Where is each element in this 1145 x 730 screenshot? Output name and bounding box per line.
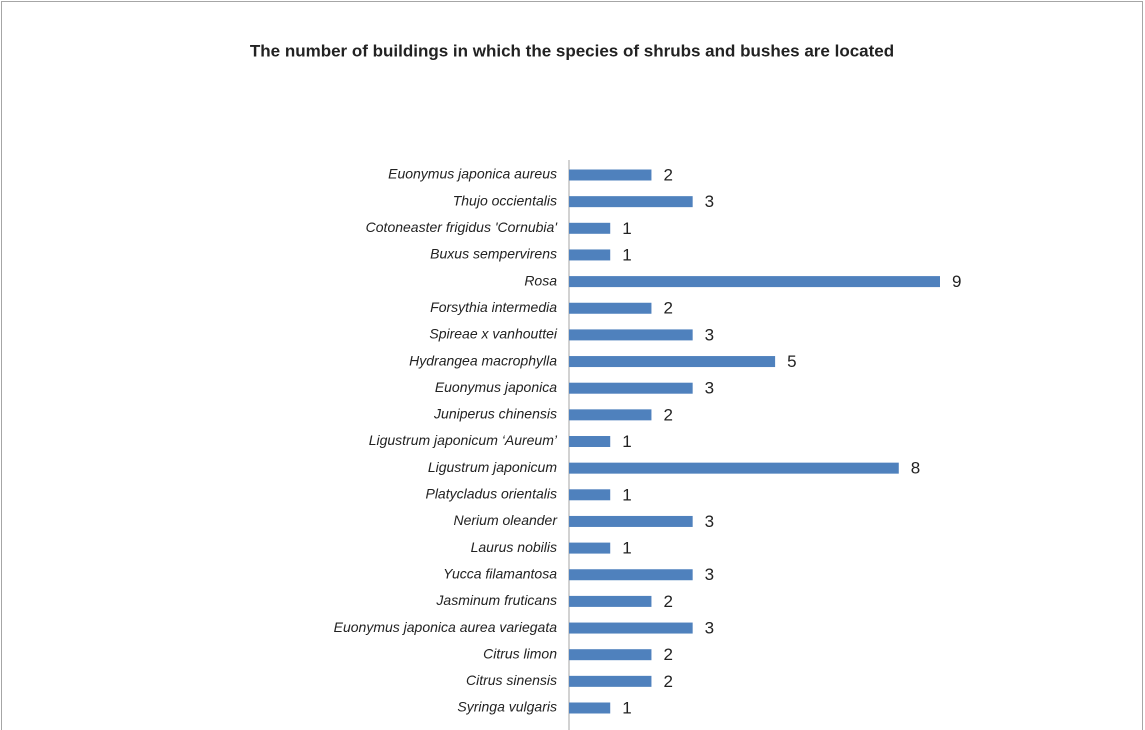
bar <box>569 329 693 341</box>
data-label: 5 <box>787 352 796 371</box>
data-label: 3 <box>705 379 714 398</box>
data-label: 9 <box>952 272 961 291</box>
bar <box>569 356 776 368</box>
y-tick-label: Platycladus orientalis <box>425 486 557 502</box>
y-tick-label: Euonymus japonica aureus <box>388 166 557 182</box>
bar <box>569 276 940 288</box>
data-label: 3 <box>705 192 714 211</box>
chart-title: The number of buildings in which the spe… <box>250 41 894 60</box>
bar <box>569 409 652 421</box>
data-label: 2 <box>663 299 672 318</box>
data-label: 1 <box>622 432 631 451</box>
y-tick-label: Spireae x vanhouttei <box>429 326 558 342</box>
data-label: 1 <box>622 219 631 238</box>
y-tick-label: Euonymus japonica <box>435 379 557 395</box>
bar <box>569 169 652 181</box>
data-label: 8 <box>911 459 920 478</box>
bar <box>569 382 693 394</box>
data-label: 3 <box>705 325 714 344</box>
y-tick-label: Juniperus chinensis <box>433 406 557 422</box>
y-tick-label: Laurus nobilis <box>471 539 557 555</box>
bar <box>569 515 693 527</box>
y-tick-label: Cotoneaster frigidus 'Cornubia' <box>366 219 559 235</box>
bar <box>569 249 611 261</box>
bar <box>569 222 611 234</box>
data-label: 3 <box>705 512 714 531</box>
y-tick-label: Forsythia intermedia <box>430 299 557 315</box>
bar <box>569 569 693 581</box>
data-label: 2 <box>663 672 672 691</box>
data-label: 1 <box>622 698 631 717</box>
data-label: 2 <box>663 645 672 664</box>
bar <box>569 542 611 554</box>
y-tick-label: Jasminum fruticans <box>435 592 557 608</box>
bar <box>569 675 652 687</box>
bar <box>569 196 693 208</box>
data-label: 1 <box>622 245 631 264</box>
y-tick-label: Ligustrum japonicum <box>428 459 558 475</box>
y-tick-label: Hydrangea macrophylla <box>409 352 557 368</box>
y-tick-label: Rosa <box>524 272 557 288</box>
y-tick-label: Syringa vulgaris <box>457 699 557 715</box>
data-label: 1 <box>622 485 631 504</box>
data-label: 3 <box>705 619 714 638</box>
data-label: 2 <box>663 405 672 424</box>
bar <box>569 462 899 474</box>
y-tick-label: Ligustrum japonicum ‘Aureum’ <box>369 432 558 448</box>
y-tick-label: Nerium oleander <box>454 512 559 528</box>
y-tick-label: Citrus sinensis <box>466 672 557 688</box>
data-label: 1 <box>622 539 631 558</box>
y-tick-label: Buxus sempervirens <box>430 246 557 262</box>
data-label: 2 <box>663 592 672 611</box>
y-tick-label: Citrus limon <box>483 645 557 661</box>
bar <box>569 595 652 607</box>
bar <box>569 649 652 661</box>
y-tick-label: Euonymus japonica aurea variegata <box>334 619 558 635</box>
y-tick-label: Yucca filamantosa <box>443 565 557 581</box>
bar <box>569 622 693 634</box>
bar <box>569 702 611 714</box>
bar <box>569 489 611 501</box>
bar <box>569 302 652 314</box>
data-label: 3 <box>705 565 714 584</box>
y-tick-label: Thujo occientalis <box>453 192 557 208</box>
data-label: 2 <box>663 165 672 184</box>
bar <box>569 436 611 447</box>
